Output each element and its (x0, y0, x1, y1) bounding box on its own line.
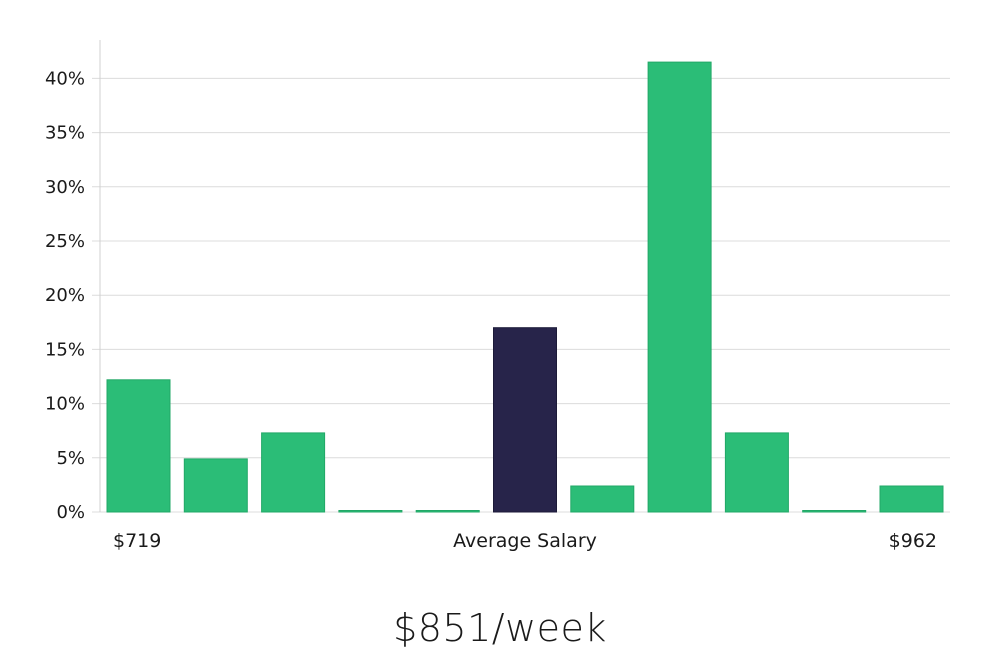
y-tick-label: 10% (45, 394, 85, 415)
bar (106, 379, 171, 513)
x-label-max: $962 (889, 530, 937, 552)
salary-distribution-chart: 0% 5% 10% 15% 20% 25% 30% 35% 40% $719 Average S… (45, 40, 950, 552)
x-label-min: $719 (113, 530, 161, 552)
bar-average-salary (493, 327, 557, 513)
y-tick-label: 40% (45, 68, 85, 89)
bar (183, 458, 248, 513)
bar (724, 432, 789, 513)
x-label-average: Average Salary (453, 530, 597, 552)
y-tick-label: 20% (45, 285, 85, 306)
bar (338, 510, 403, 513)
y-axis-ticks: 0% 5% 10% 15% 20% 25% 30% 35% 40% (45, 68, 85, 523)
bar (802, 510, 867, 513)
y-tick-label: 0% (56, 502, 85, 523)
bar (570, 485, 635, 513)
y-tick-label: 35% (45, 123, 85, 144)
y-tick-label: 30% (45, 177, 85, 198)
average-salary-value: $851/week (393, 606, 607, 650)
bar (647, 61, 712, 513)
bar (879, 485, 944, 513)
y-tick-label: 15% (45, 339, 85, 360)
bar (261, 432, 326, 513)
y-tick-label: 25% (45, 231, 85, 252)
bar (415, 510, 480, 513)
grid-lines (92, 77, 950, 513)
y-tick-label: 5% (56, 448, 85, 469)
bars (106, 61, 944, 513)
